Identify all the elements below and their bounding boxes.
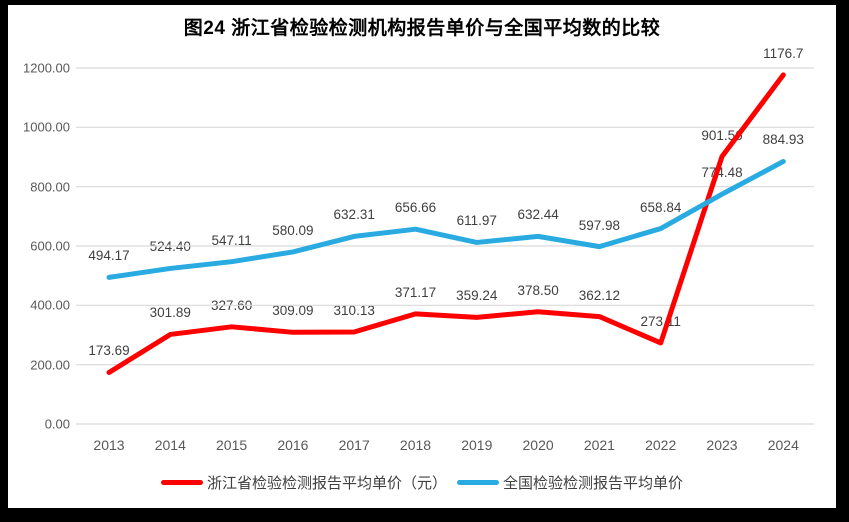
x-tick-2014: 2014	[154, 437, 186, 453]
legend-item-zhejiang: 浙江省检验检测报告平均单价（元）	[160, 472, 447, 493]
x-tick-2017: 2017	[338, 437, 370, 453]
y-tick-0.00: 0.00	[44, 416, 70, 432]
x-tick-2015: 2015	[216, 437, 248, 453]
blue-line-swatch-icon	[457, 480, 499, 485]
x-tick-2018: 2018	[399, 437, 432, 453]
red-line-swatch-icon	[160, 480, 203, 485]
legend-item-national: 全国检验检测报告平均单价	[457, 472, 683, 493]
y-tick-800.00: 800.00	[30, 179, 70, 195]
x-tick-2016: 2016	[277, 437, 309, 453]
x-tick-2013: 2013	[93, 437, 125, 453]
y-tick-200.00: 200.00	[30, 357, 70, 373]
x-tick-2022: 2022	[645, 437, 677, 453]
legend-label-national: 全国检验检测报告平均单价	[503, 475, 684, 492]
x-tick-2021: 2021	[583, 437, 615, 453]
x-tick-2024: 2024	[767, 437, 799, 453]
y-tick-1000.00: 1000.00	[23, 119, 70, 135]
chart-title: 图24 浙江省检验检测机构报告单价与全国平均数的比较	[183, 18, 661, 39]
legend-label-zhejiang: 浙江省检验检测报告平均单价（元）	[206, 475, 447, 492]
data-label-series0-2024: 1176.7	[763, 45, 804, 61]
x-tick-2020: 2020	[522, 437, 554, 453]
x-tick-2023: 2023	[706, 437, 738, 453]
y-tick-1200.00: 1200.00	[23, 60, 70, 76]
legend: 浙江省检验检测报告平均单价（元） 全国检验检测报告平均单价	[8, 472, 836, 493]
x-tick-2019: 2019	[461, 437, 493, 453]
y-tick-600.00: 600.00	[30, 238, 70, 254]
y-tick-400.00: 400.00	[30, 297, 70, 313]
